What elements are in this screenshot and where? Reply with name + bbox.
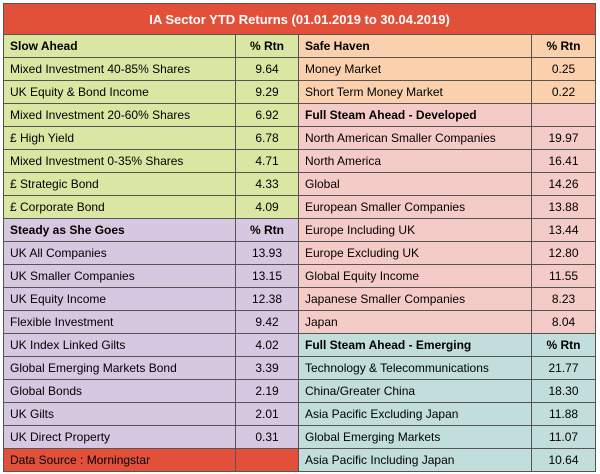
table-row: UK All Companies 13.93 Europe Excluding UK…: [3, 241, 597, 265]
return-value: 3.39: [235, 356, 299, 380]
return-value: [235, 448, 299, 472]
return-value: 0.25: [530, 57, 597, 81]
sector-name-uk-smaller-companies: UK Smaller Companies: [3, 264, 236, 288]
table-row: Mixed Investment 20-60% Shares 6.92 Full S…: [3, 103, 597, 127]
sector-name-asia-pacific-excluding-japan: Asia Pacific Excluding Japan: [298, 402, 532, 426]
return-value: 12.38: [235, 287, 299, 311]
sector-name-strategic-bond: £ Strategic Bond: [3, 172, 236, 196]
sector-name-japan: Japan: [298, 310, 532, 334]
table-title: IA Sector YTD Returns (01.01.2019 to 30.…: [2, 3, 597, 35]
return-value: 18.30: [530, 379, 597, 403]
table-row: Data Source : Morningstar Asia Pacific In…: [3, 448, 597, 472]
return-value: 4.33: [235, 172, 299, 196]
return-value: 8.23: [530, 287, 597, 311]
return-value: 9.29: [235, 80, 299, 104]
rtn-column-header: % Rtn: [530, 333, 597, 357]
return-value: 19.97: [530, 126, 597, 150]
sector-name-flexible-investment: Flexible Investment: [3, 310, 236, 334]
sector-name-global-emerging-markets-bond: Global Emerging Markets Bond: [3, 356, 236, 380]
return-value: 13.44: [530, 218, 597, 242]
section-header-full-steam-ahead-developed: Full Steam Ahead - Developed: [298, 103, 532, 127]
sector-name-global-emerging-markets: Global Emerging Markets: [298, 425, 532, 449]
section-header-steady-as-she-goes: Steady as She Goes: [3, 218, 236, 242]
sector-name-north-america: North America: [298, 149, 532, 173]
table-row: Global Bonds 2.19 China/Greater China 18.30: [3, 379, 597, 403]
table-row: £ Corporate Bond 4.09 European Smaller Com…: [3, 195, 597, 219]
table-row: Slow Ahead% Rtn Safe Haven% Rtn: [3, 34, 597, 58]
table-row: UK Gilts 2.01 Asia Pacific Excluding Japan…: [3, 402, 597, 426]
returns-table-frame: IA Sector YTD Returns (01.01.2019 to 30.…: [2, 3, 597, 472]
sector-name-uk-index-linked-gilts: UK Index Linked Gilts: [3, 333, 236, 357]
sector-name-money-market: Money Market: [298, 57, 532, 81]
sector-name-corporate-bond: £ Corporate Bond: [3, 195, 236, 219]
return-value: 12.80: [530, 241, 597, 265]
table-row: Flexible Investment 9.42 Japan 8.04: [3, 310, 597, 334]
sector-name-uk-equity-bond-income: UK Equity & Bond Income: [3, 80, 236, 104]
table-row: Steady as She Goes% Rtn Europe Including …: [3, 218, 597, 242]
return-value: 13.15: [235, 264, 299, 288]
sector-name-short-term-money-market: Short Term Money Market: [298, 80, 532, 104]
return-value: 0.22: [530, 80, 597, 104]
sector-name-uk-equity-income: UK Equity Income: [3, 287, 236, 311]
return-value: 2.19: [235, 379, 299, 403]
sector-name-global-equity-income: Global Equity Income: [298, 264, 532, 288]
return-value: 14.26: [530, 172, 597, 196]
rtn-column-header: % Rtn: [235, 34, 299, 58]
return-value: 9.42: [235, 310, 299, 334]
sector-name-asia-pacific-including-japan: Asia Pacific Including Japan: [298, 448, 532, 472]
table-row: UK Smaller Companies 13.15 Global Equity I…: [3, 264, 597, 288]
table-row: £ Strategic Bond 4.33 Global 14.26: [3, 172, 597, 196]
sector-name-global: Global: [298, 172, 532, 196]
sector-name-north-american-smaller-companies: North American Smaller Companies: [298, 126, 532, 150]
table-row: UK Index Linked Gilts 4.02 Full Steam Ahea…: [3, 333, 597, 357]
sector-name-uk-gilts: UK Gilts: [3, 402, 236, 426]
return-value: 8.04: [530, 310, 597, 334]
return-value: 4.09: [235, 195, 299, 219]
return-value: 13.93: [235, 241, 299, 265]
table-row: Global Emerging Markets Bond 3.39 Technolo…: [3, 356, 597, 380]
sector-name-mixed-investment-0-35-shares: Mixed Investment 0-35% Shares: [3, 149, 236, 173]
section-header-full-steam-ahead-emerging: Full Steam Ahead - Emerging: [298, 333, 532, 357]
return-value: 4.71: [235, 149, 299, 173]
table-row: Mixed Investment 40-85% Shares 9.64 Money …: [3, 57, 597, 81]
rtn-column-header: % Rtn: [530, 34, 597, 58]
data-source-data-source-morningstar: Data Source : Morningstar: [3, 448, 236, 472]
returns-table: IA Sector YTD Returns (01.01.2019 to 30.…: [2, 3, 597, 472]
table-row: £ High Yield 6.78 North American Smaller C…: [3, 126, 597, 150]
return-value: 21.77: [530, 356, 597, 380]
rtn-column-header: % Rtn: [235, 218, 299, 242]
return-value: 6.92: [235, 103, 299, 127]
sector-name-mixed-investment-20-60-shares: Mixed Investment 20-60% Shares: [3, 103, 236, 127]
return-value: 11.07: [530, 425, 597, 449]
sector-name-europe-excluding-uk: Europe Excluding UK: [298, 241, 532, 265]
sector-name-uk-direct-property: UK Direct Property: [3, 425, 236, 449]
section-header-slow-ahead: Slow Ahead: [3, 34, 236, 58]
sector-name-china-greater-china: China/Greater China: [298, 379, 532, 403]
return-value: 2.01: [235, 402, 299, 426]
return-value: 10.64: [530, 448, 597, 472]
table-row: UK Equity & Bond Income 9.29 Short Term Mo…: [3, 80, 597, 104]
table-row: UK Direct Property 0.31 Global Emerging Ma…: [3, 425, 597, 449]
sector-name-high-yield: £ High Yield: [3, 126, 236, 150]
sector-name-mixed-investment-40-85-shares: Mixed Investment 40-85% Shares: [3, 57, 236, 81]
return-value: 9.64: [235, 57, 299, 81]
return-value: 16.41: [530, 149, 597, 173]
table-row: Mixed Investment 0-35% Shares 4.71 North A…: [3, 149, 597, 173]
table-row: UK Equity Income 12.38 Japanese Smaller Co…: [3, 287, 597, 311]
sector-name-japanese-smaller-companies: Japanese Smaller Companies: [298, 287, 532, 311]
return-value: 6.78: [235, 126, 299, 150]
sector-name-europe-including-uk: Europe Including UK: [298, 218, 532, 242]
return-value: 11.55: [530, 264, 597, 288]
title-row: IA Sector YTD Returns (01.01.2019 to 30.…: [2, 3, 597, 35]
return-value: 11.88: [530, 402, 597, 426]
sector-name-technology-telecommunications: Technology & Telecommunications: [298, 356, 532, 380]
return-value: 4.02: [235, 333, 299, 357]
sector-name-uk-all-companies: UK All Companies: [3, 241, 236, 265]
sector-name-european-smaller-companies: European Smaller Companies: [298, 195, 532, 219]
return-value: 0.31: [235, 425, 299, 449]
section-header-safe-haven: Safe Haven: [298, 34, 532, 58]
return-value: 13.88: [530, 195, 597, 219]
sector-name-global-bonds: Global Bonds: [3, 379, 236, 403]
rtn-column-header: [530, 103, 597, 127]
